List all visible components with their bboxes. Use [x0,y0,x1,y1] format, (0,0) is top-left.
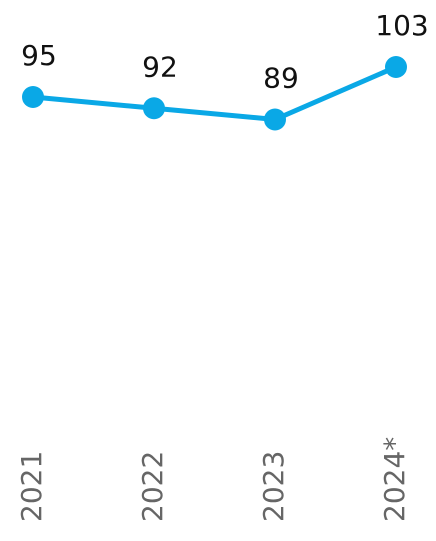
x-tick-label: 2021 [15,451,48,522]
line [32,64,397,122]
point [385,56,407,78]
data-label: 92 [142,50,178,83]
data-label: 89 [263,62,299,95]
data-label: 103 [375,9,428,42]
x-tick-label: 2022 [136,451,169,522]
x-tick-label: 2024* [378,437,411,522]
data-label: 95 [21,39,57,72]
point [143,97,165,120]
point [264,108,286,131]
x-tick-label: 2023 [257,451,290,522]
point [22,86,44,108]
